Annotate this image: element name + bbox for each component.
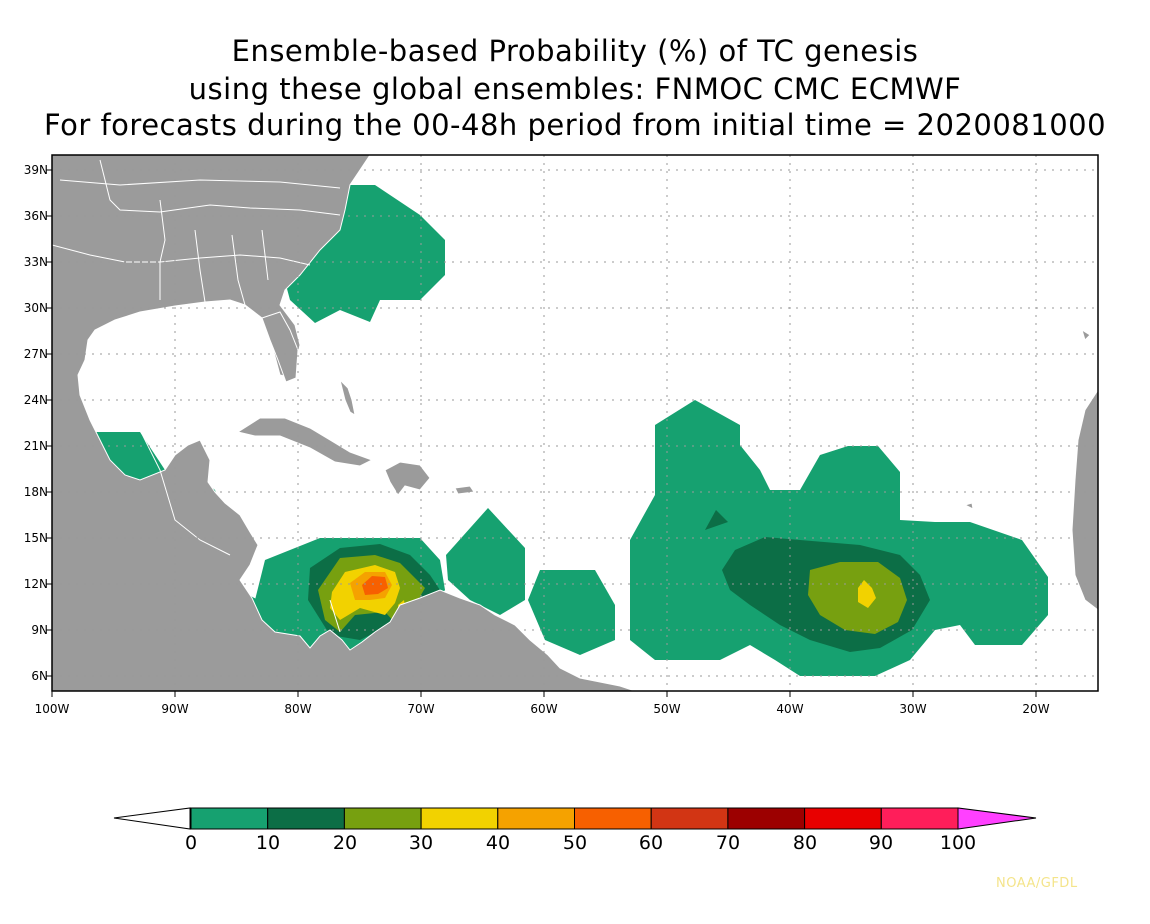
prob-region-atl-peak — [808, 562, 907, 634]
bahamas — [339, 378, 356, 417]
prob-region-south-caribbean — [528, 570, 615, 655]
lat-label: 39N — [23, 163, 48, 177]
colorbar-box — [190, 807, 269, 830]
colorbar-box — [267, 807, 345, 830]
africa — [1071, 389, 1098, 611]
lat-label: 12N — [23, 577, 48, 591]
prob-region-carib-50 — [362, 576, 388, 595]
lat-label: 18N — [23, 485, 48, 499]
lat-label: 9N — [31, 623, 48, 637]
colorbar-over-triangle — [957, 807, 1037, 830]
prob-50-60-regions — [362, 576, 388, 595]
lat-label: 24N — [23, 393, 48, 407]
colorbar-label: 70 — [715, 832, 741, 854]
colorbar-label: 0 — [184, 832, 198, 854]
colorbar-label: 50 — [562, 832, 588, 854]
colorbar-box — [804, 807, 882, 830]
prob-region-central-atlantic — [630, 400, 1048, 676]
lon-label: 80W — [284, 702, 312, 716]
title-line-3: For forecasts during the 00-48h period f… — [43, 108, 1107, 142]
colorbar-label: 10 — [255, 832, 281, 854]
cape-verde — [963, 502, 974, 510]
lat-label: 27N — [23, 347, 48, 361]
colorbar-box — [420, 807, 499, 830]
map-frame — [51, 154, 1099, 692]
colorbar-box — [497, 807, 575, 830]
colorbar-box — [574, 807, 652, 830]
colorbar-box — [650, 807, 729, 830]
colorbar — [113, 807, 1037, 830]
credit-text: NOAA/GFDL — [996, 876, 1078, 891]
lat-label: 30N — [23, 301, 48, 315]
map-area — [52, 155, 1098, 691]
lat-label: 6N — [31, 669, 48, 683]
title-line-2: using these global ensembles: FNMOC CMC … — [188, 72, 962, 106]
colorbar-label: 60 — [638, 832, 664, 854]
lon-label: 60W — [530, 702, 558, 716]
colorbar-label: 20 — [332, 832, 358, 854]
lon-label: 90W — [161, 702, 189, 716]
colorbar-label: 40 — [485, 832, 511, 854]
colorbar-label: 100 — [939, 832, 977, 854]
lon-label: 40W — [776, 702, 804, 716]
lat-label: 21N — [23, 439, 48, 453]
lat-label: 36N — [23, 209, 48, 223]
political-borders — [52, 159, 341, 633]
lat-label: 33N — [23, 255, 48, 269]
colorbar-boxes — [190, 807, 959, 830]
colorbar-under-triangle — [113, 807, 191, 830]
graticule — [52, 155, 1098, 691]
land-masses — [52, 155, 1098, 691]
lon-label: 100W — [34, 702, 70, 716]
colorbar-label: 80 — [792, 832, 818, 854]
hispaniola — [384, 461, 431, 496]
colorbar-label: 30 — [408, 832, 434, 854]
colorbar-box — [880, 807, 959, 830]
prob-region-atl-30 — [858, 580, 876, 608]
colorbar-box — [343, 807, 422, 830]
florida — [261, 311, 299, 383]
lon-label: 50W — [653, 702, 681, 716]
lon-label: 20W — [1022, 702, 1050, 716]
lat-label: 15N — [23, 531, 48, 545]
cuba — [236, 417, 374, 467]
lon-label: 70W — [407, 702, 435, 716]
canary-area — [1081, 328, 1091, 341]
axis-ticks — [46, 169, 1037, 697]
prob-region-lesser-antilles — [446, 508, 525, 615]
lon-label: 30W — [899, 702, 927, 716]
colorbar-label: 90 — [868, 832, 894, 854]
title-line-1: Ensemble-based Probability (%) of TC gen… — [231, 34, 919, 68]
puerto-rico — [454, 485, 475, 495]
prob-region-small — [705, 510, 728, 530]
colorbar-box — [727, 807, 806, 830]
